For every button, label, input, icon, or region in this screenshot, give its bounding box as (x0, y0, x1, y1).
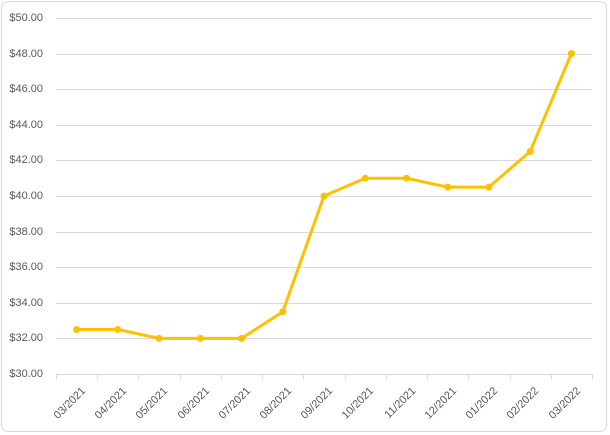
y-tick-label: $42.00 (9, 154, 43, 166)
data-point-marker (279, 308, 287, 316)
x-tick (345, 374, 346, 379)
gridline (56, 160, 592, 161)
x-tick (592, 374, 593, 379)
y-tick-label: $48.00 (9, 48, 43, 60)
data-point-marker (444, 183, 452, 191)
x-tick (221, 374, 222, 379)
x-tick (262, 374, 263, 379)
x-tick (180, 374, 181, 379)
data-point-marker (73, 326, 81, 333)
data-point-marker (361, 174, 369, 182)
y-tick-label: $36.00 (9, 261, 43, 273)
y-tick-label: $38.00 (9, 226, 43, 238)
gridline (56, 232, 592, 233)
data-point-marker (155, 334, 163, 342)
y-tick-label: $30.00 (9, 368, 43, 380)
data-point-marker (567, 50, 575, 58)
gridline (56, 125, 592, 126)
data-point-marker (196, 334, 204, 342)
gridline (56, 18, 592, 19)
y-tick-label: $32.00 (9, 332, 43, 344)
data-point-marker (320, 192, 328, 200)
data-point-marker (114, 326, 122, 333)
y-tick-label: $34.00 (9, 297, 43, 309)
y-tick-label: $44.00 (9, 119, 43, 131)
x-axis-line (56, 374, 592, 375)
x-tick (468, 374, 469, 379)
data-point-marker (485, 183, 493, 191)
x-tick (551, 374, 552, 379)
x-tick (303, 374, 304, 379)
y-tick-label: $46.00 (9, 83, 43, 95)
x-tick (427, 374, 428, 379)
data-point-marker (238, 334, 246, 342)
gridline (56, 267, 592, 268)
data-point-marker (402, 174, 410, 182)
x-tick (56, 374, 57, 379)
gridline (56, 54, 592, 55)
y-tick-label: $50.00 (9, 12, 43, 24)
gridline (56, 338, 592, 339)
y-tick-label: $40.00 (9, 190, 43, 202)
x-tick (510, 374, 511, 379)
x-tick (138, 374, 139, 379)
x-tick (386, 374, 387, 379)
data-point-marker (526, 148, 534, 155)
gridline (56, 89, 592, 90)
x-tick (97, 374, 98, 379)
gridline (56, 303, 592, 304)
